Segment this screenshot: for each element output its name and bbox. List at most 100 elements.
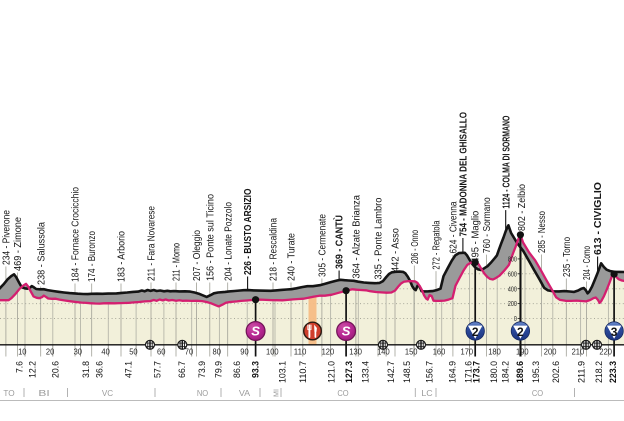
svg-text:285 - Nesso: 285 - Nesso — [537, 211, 548, 253]
svg-text:156.7: 156.7 — [424, 361, 435, 383]
svg-text:442 - Asso: 442 - Asso — [391, 228, 402, 272]
svg-text:CO: CO — [532, 388, 544, 398]
svg-text:183 - Arborio: 183 - Arborio — [117, 231, 128, 282]
svg-text:495 - Maglio: 495 - Maglio — [471, 210, 482, 262]
svg-text:31.8: 31.8 — [80, 361, 91, 378]
svg-text:211 - Fara Novarese: 211 - Fara Novarese — [147, 206, 158, 281]
svg-text:204 - Lonate Pozzolo: 204 - Lonate Pozzolo — [223, 202, 234, 281]
svg-text:223.3: 223.3 — [607, 361, 618, 383]
svg-text:86.6: 86.6 — [231, 361, 242, 378]
svg-text:164.9: 164.9 — [446, 361, 457, 383]
svg-text:36.6: 36.6 — [94, 361, 105, 378]
svg-text:190: 190 — [516, 348, 529, 357]
svg-text:100: 100 — [266, 348, 279, 357]
svg-text:184.2: 184.2 — [499, 361, 510, 383]
svg-text:VC: VC — [102, 388, 113, 398]
svg-text:235 - Torno: 235 - Torno — [562, 237, 573, 277]
svg-text:160: 160 — [433, 348, 446, 357]
svg-text:BI: BI — [38, 388, 49, 398]
svg-text:0: 0 — [514, 314, 517, 323]
svg-text:133.4: 133.4 — [360, 361, 371, 383]
svg-text:127.3: 127.3 — [343, 361, 354, 383]
svg-text:195.3: 195.3 — [530, 361, 541, 383]
svg-text:200: 200 — [544, 348, 557, 357]
svg-text:211.9: 211.9 — [576, 361, 587, 383]
svg-text:60: 60 — [157, 348, 166, 357]
svg-text:218 - Rescaldina: 218 - Rescaldina — [269, 218, 280, 281]
svg-text:150: 150 — [405, 348, 418, 357]
svg-text:600: 600 — [508, 269, 517, 278]
svg-text:10: 10 — [18, 348, 27, 357]
svg-text:234 - Piverone: 234 - Piverone — [2, 210, 13, 265]
svg-text:120: 120 — [322, 348, 335, 357]
svg-text:220: 220 — [599, 348, 612, 357]
svg-text:170: 170 — [461, 348, 474, 357]
svg-text:364 - Alzate Brianza: 364 - Alzate Brianza — [352, 195, 363, 279]
svg-text:211 - Momo: 211 - Momo — [172, 243, 183, 281]
svg-text:70: 70 — [185, 348, 194, 357]
svg-text:110: 110 — [294, 348, 307, 357]
svg-text:800: 800 — [508, 255, 517, 264]
svg-text:MI: MI — [274, 389, 281, 397]
svg-text:400: 400 — [508, 284, 517, 293]
svg-text:30: 30 — [74, 348, 83, 357]
svg-text:S: S — [342, 324, 351, 339]
svg-text:156 - Ponte sul Ticino: 156 - Ponte sul Ticino — [205, 194, 216, 281]
svg-text:171.6: 171.6 — [463, 361, 474, 383]
svg-text:47.1: 47.1 — [122, 361, 133, 378]
svg-text:50: 50 — [129, 348, 138, 357]
svg-text:218.2: 218.2 — [593, 361, 604, 383]
svg-text:369 - CANTÙ: 369 - CANTÙ — [333, 215, 346, 269]
svg-text:1124 - COLMA DI SORMANO: 1124 - COLMA DI SORMANO — [500, 116, 512, 209]
svg-text:90: 90 — [240, 348, 249, 357]
svg-text:184 - Fornace Crocicchio: 184 - Fornace Crocicchio — [71, 187, 82, 282]
svg-text:148.5: 148.5 — [401, 361, 412, 383]
svg-text:210: 210 — [572, 348, 585, 357]
svg-text:2: 2 — [517, 325, 524, 339]
svg-text:760 - Sormano: 760 - Sormano — [482, 197, 493, 253]
svg-text:469 - Zimone: 469 - Zimone — [13, 217, 24, 271]
svg-text:57.7: 57.7 — [152, 361, 163, 378]
svg-text:TO: TO — [3, 388, 15, 398]
svg-text:2: 2 — [472, 325, 479, 339]
svg-text:73.9: 73.9 — [196, 361, 207, 378]
svg-text:80: 80 — [213, 348, 222, 357]
svg-text:802 - Zelbio: 802 - Zelbio — [517, 184, 528, 231]
svg-text:180: 180 — [488, 348, 501, 357]
svg-text:103.1: 103.1 — [276, 361, 287, 383]
svg-text:206 - Onno: 206 - Onno — [410, 230, 421, 264]
svg-text:272 - Regatola: 272 - Regatola — [432, 220, 443, 269]
svg-text:174 - Buronzo: 174 - Buronzo — [87, 231, 98, 282]
svg-text:S: S — [251, 324, 260, 339]
svg-text:173.7: 173.7 — [471, 361, 482, 383]
svg-text:3: 3 — [611, 325, 618, 339]
svg-text:140: 140 — [377, 348, 390, 357]
svg-text:VA: VA — [239, 388, 251, 398]
svg-text:335 - Ponte Lambro: 335 - Ponte Lambro — [374, 197, 385, 279]
svg-text:20: 20 — [46, 348, 55, 357]
svg-text:204 - Como: 204 - Como — [582, 246, 593, 280]
svg-text:226 - BUSTO ARSIZIO: 226 - BUSTO ARSIZIO — [242, 188, 254, 275]
svg-text:613 - CIVIGLIO: 613 - CIVIGLIO — [592, 182, 604, 255]
svg-text:NO: NO — [197, 388, 209, 398]
svg-text:20.6: 20.6 — [50, 361, 61, 378]
svg-text:207 - Oleggio: 207 - Oleggio — [192, 230, 203, 281]
svg-text:7.6: 7.6 — [14, 361, 25, 373]
svg-text:189.6: 189.6 — [514, 361, 525, 383]
svg-text:754 - MADONNA DEL GHISALLO: 754 - MADONNA DEL GHISALLO — [458, 112, 470, 237]
svg-text:180.0: 180.0 — [488, 361, 499, 383]
svg-text:142.7: 142.7 — [385, 361, 396, 383]
svg-text:240 - Turate: 240 - Turate — [287, 233, 298, 281]
svg-text:121.0: 121.0 — [326, 361, 337, 383]
svg-text:79.9: 79.9 — [213, 361, 224, 378]
svg-text:238 - Salussola: 238 - Salussola — [36, 222, 47, 285]
svg-text:130: 130 — [349, 348, 362, 357]
svg-text:LC: LC — [421, 388, 432, 398]
svg-text:200: 200 — [508, 299, 517, 308]
svg-text:93.3: 93.3 — [249, 361, 260, 378]
svg-text:110.7: 110.7 — [297, 361, 308, 383]
svg-text:624 - Civenna: 624 - Civenna — [449, 201, 460, 253]
svg-text:305 - Cermenate: 305 - Cermenate — [318, 214, 329, 277]
svg-text:12.2: 12.2 — [26, 361, 37, 378]
svg-text:CO: CO — [337, 388, 349, 398]
